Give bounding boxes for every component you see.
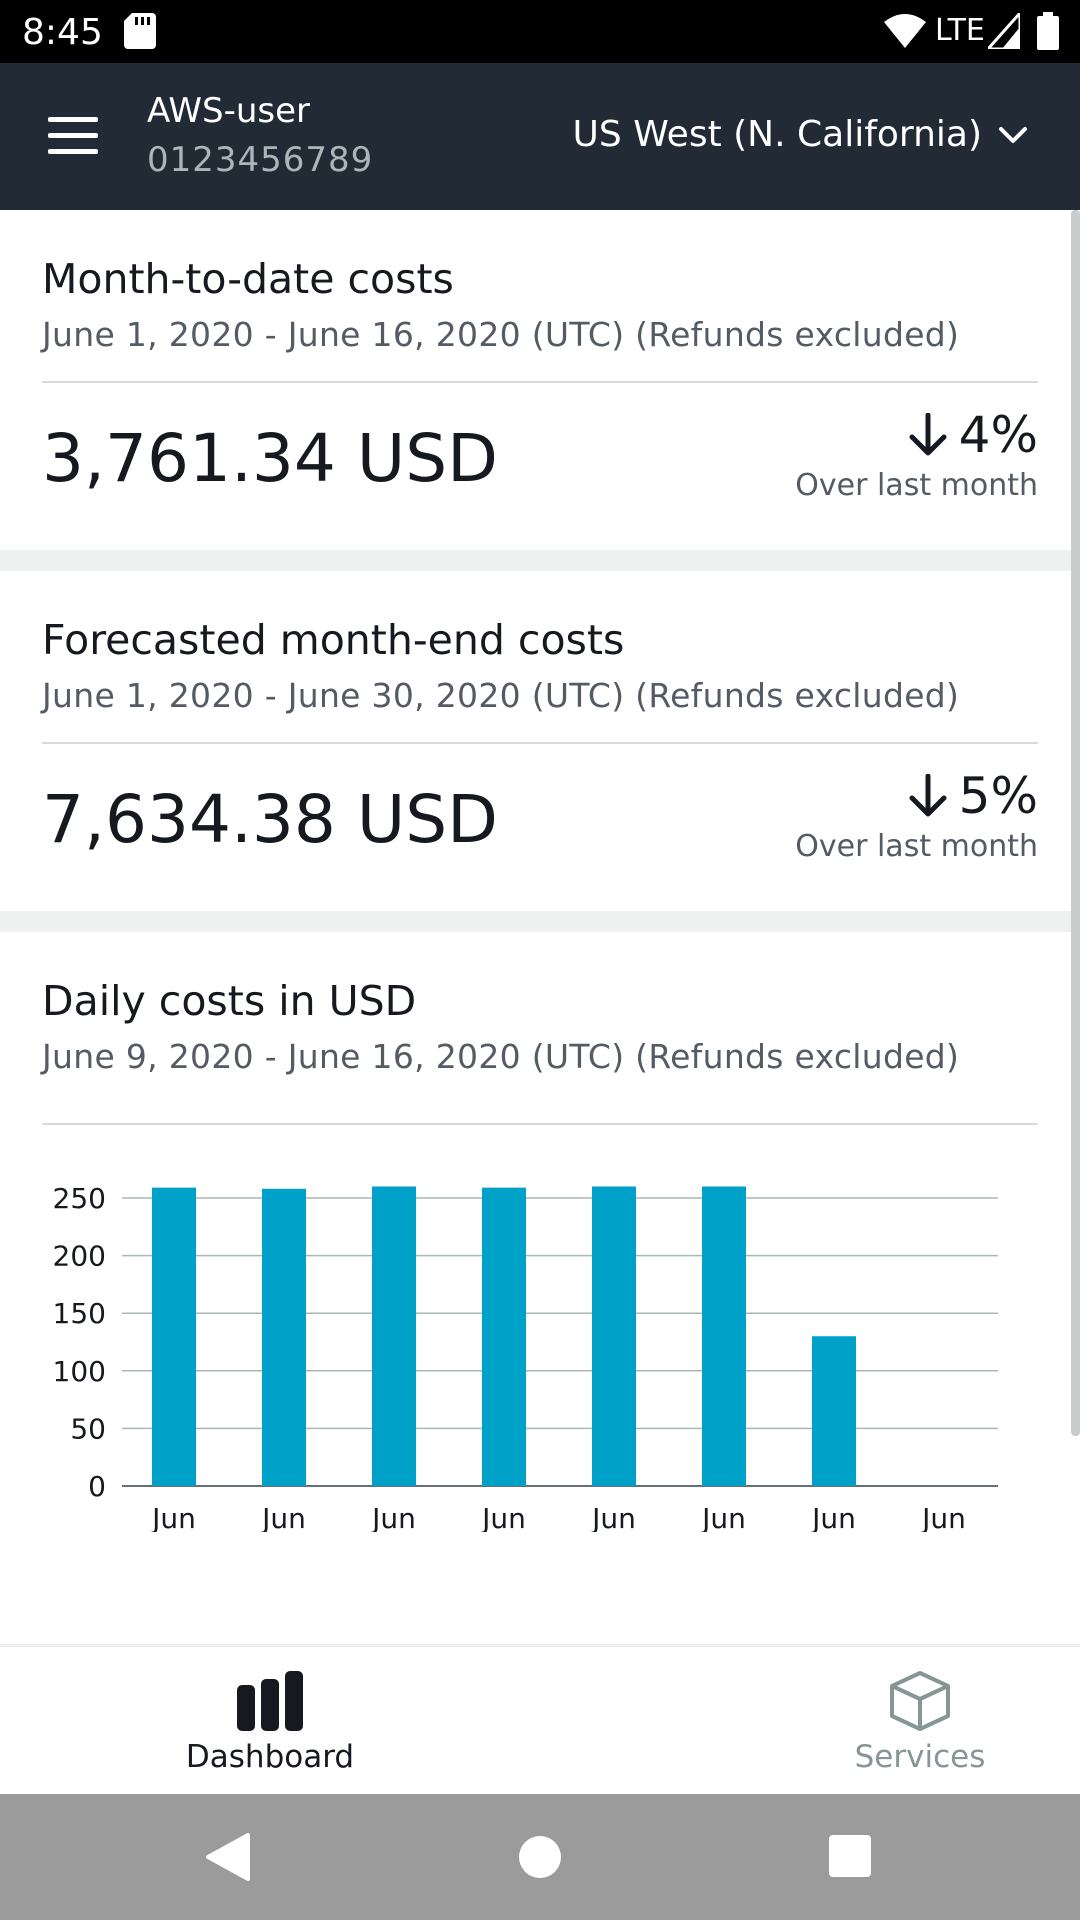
change-label: Over last month [795, 468, 1038, 503]
y-tick-label: 150 [53, 1297, 106, 1330]
y-tick-label: 200 [53, 1240, 106, 1273]
y-tick-label: 0 [88, 1470, 106, 1503]
account-id[interactable]: 0123456789 [147, 140, 374, 180]
x-tick-label: Jun [590, 1502, 636, 1532]
home-icon[interactable] [519, 1836, 561, 1878]
arrow-down-icon [909, 774, 947, 817]
divider [42, 1123, 1038, 1125]
daily-costs-chart: 050100150200250Jun09Jun10Jun11Jun12Jun13… [53, 1182, 998, 1532]
account-name[interactable]: AWS-user [147, 91, 311, 131]
bar-chart-icon [237, 1671, 303, 1731]
bottom-nav: Dashboard Services [0, 1646, 1080, 1795]
daily-costs-card[interactable]: Daily costs in USD June 9, 2020 - June 1… [0, 932, 1080, 1644]
sd-card-icon [124, 13, 156, 49]
month-to-date-card[interactable]: Month-to-date costs June 1, 2020 - June … [0, 210, 1080, 550]
battery-icon [1037, 12, 1059, 50]
x-tick-label: Jun [920, 1502, 966, 1532]
cube-icon [890, 1671, 950, 1731]
tab-services-label: Services [854, 1739, 986, 1775]
x-tick-label: Jun [260, 1502, 306, 1532]
card-title: Daily costs in USD [42, 977, 417, 1025]
bar [592, 1186, 636, 1486]
change-percent: 5% [958, 767, 1038, 825]
back-icon[interactable] [204, 1833, 250, 1881]
x-tick-label: Jun [700, 1502, 746, 1532]
card-subtitle: June 9, 2020 - June 16, 2020 (UTC) (Refu… [42, 1037, 960, 1076]
region-label: US West (N. California) [572, 114, 982, 155]
status-time: 8:45 [22, 12, 103, 53]
app-header: AWS-user 0123456789 US West (N. Californ… [0, 63, 1080, 210]
card-title: Forecasted month-end costs [42, 616, 625, 664]
forecast-card[interactable]: Forecasted month-end costs June 1, 2020 … [0, 571, 1080, 911]
status-bar: 8:45 LTE [0, 0, 1080, 63]
change-indicator: 4% Over last month [795, 406, 1038, 503]
recents-icon[interactable] [829, 1835, 871, 1877]
x-tick-label: Jun [480, 1502, 526, 1532]
system-nav-bar [0, 1794, 1080, 1920]
change-percent: 4% [958, 406, 1038, 464]
bar [262, 1188, 306, 1486]
scrollbar[interactable] [1071, 210, 1080, 1436]
cost-amount: 3,761.34 USD [42, 420, 498, 497]
y-tick-label: 100 [53, 1355, 106, 1388]
network-type: LTE [935, 13, 985, 48]
bar [482, 1187, 526, 1486]
y-tick-label: 250 [53, 1182, 106, 1215]
y-tick-label: 50 [70, 1412, 106, 1445]
divider [42, 381, 1038, 383]
wifi-icon [884, 14, 926, 48]
x-tick-label: Jun [150, 1502, 196, 1532]
change-indicator: 5% Over last month [795, 767, 1038, 864]
x-tick-label: Jun [810, 1502, 856, 1532]
bar [702, 1186, 746, 1486]
chevron-down-icon [999, 126, 1027, 143]
tab-dashboard[interactable]: Dashboard [0, 1647, 540, 1795]
arrow-down-icon [909, 413, 947, 456]
bar [152, 1187, 196, 1486]
card-title: Month-to-date costs [42, 255, 454, 303]
region-selector[interactable]: US West (N. California) [573, 114, 1028, 155]
divider [42, 742, 1038, 744]
menu-icon[interactable] [48, 117, 98, 155]
signal-icon [988, 13, 1020, 49]
tab-dashboard-label: Dashboard [185, 1739, 355, 1775]
change-label: Over last month [795, 829, 1038, 864]
card-subtitle: June 1, 2020 - June 16, 2020 (UTC) (Refu… [42, 315, 960, 354]
bar [812, 1336, 856, 1486]
cost-amount: 7,634.38 USD [42, 781, 498, 858]
x-tick-label: Jun [370, 1502, 416, 1532]
card-subtitle: June 1, 2020 - June 30, 2020 (UTC) (Refu… [42, 676, 960, 715]
tab-services[interactable]: Services [540, 1647, 1080, 1795]
bar [372, 1186, 416, 1486]
